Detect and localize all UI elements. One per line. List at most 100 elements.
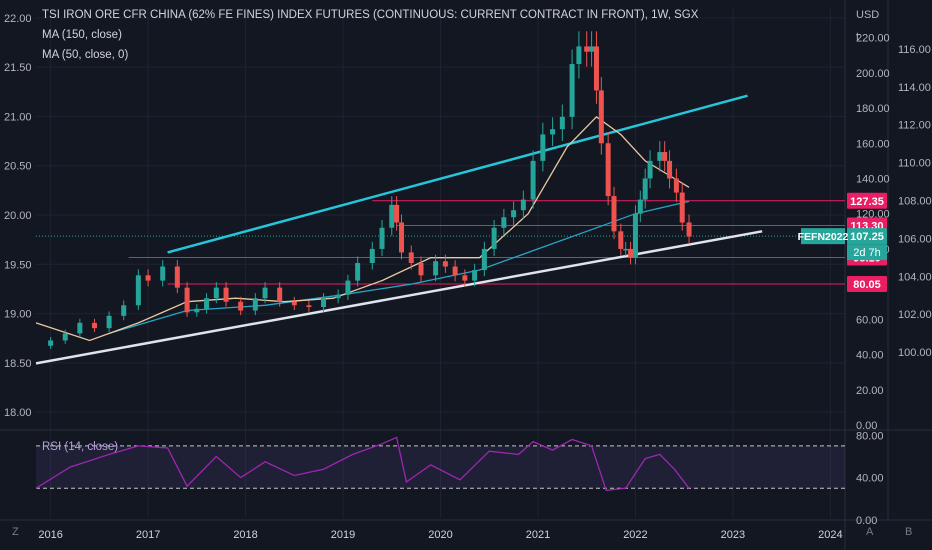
candle-body <box>598 90 604 144</box>
right-tick-112.00: 112.00 <box>898 120 931 132</box>
right-tick-108.00: 108.00 <box>898 196 932 208</box>
candle-body <box>623 248 629 251</box>
left-tick-18.00: 18.00 <box>4 407 32 419</box>
b-button[interactable]: B <box>905 526 913 538</box>
candle-body <box>238 301 244 311</box>
countdown-bg <box>847 244 887 261</box>
candle-body <box>135 275 141 306</box>
candle-body <box>379 227 385 249</box>
trendline-0 <box>167 94 748 254</box>
candle-body <box>433 261 439 276</box>
candle-body <box>335 294 341 299</box>
candle-body <box>642 178 648 200</box>
candle-body <box>569 64 575 117</box>
price-tick-20.00: 20.00 <box>856 385 884 397</box>
year-label-2024: 2024 <box>818 529 842 541</box>
year-label-2020: 2020 <box>428 529 452 541</box>
candle-body <box>637 199 643 214</box>
candle-body <box>628 248 634 258</box>
candle-body <box>394 204 400 223</box>
rsi-pane <box>35 436 845 492</box>
year-label-2017: 2017 <box>136 529 160 541</box>
price-label-bg-127.35 <box>847 192 887 209</box>
currency-label: USD <box>856 9 879 21</box>
candle-body <box>48 340 54 346</box>
candle-body <box>584 46 590 52</box>
candle-body <box>511 210 517 218</box>
candle-body <box>291 301 297 306</box>
left-tick-22.00: 22.00 <box>4 13 32 25</box>
trendlines <box>35 94 763 365</box>
candles <box>48 31 692 349</box>
candle-body <box>632 213 638 258</box>
candle-body <box>673 178 679 193</box>
right-tick-106.00: 106.00 <box>898 233 932 245</box>
price-label-bg-107.25 <box>847 228 887 245</box>
candle-body <box>160 266 166 281</box>
candle-body <box>667 160 673 179</box>
right-tick-104.00: 104.00 <box>898 271 932 283</box>
year-label-2023: 2023 <box>721 529 745 541</box>
candle-body <box>647 160 653 179</box>
left-tick-20.00: 20.00 <box>4 210 32 222</box>
left-tick-19.50: 19.50 <box>4 259 32 271</box>
price-label-bg-80.05 <box>847 276 887 293</box>
year-label-2022: 2022 <box>623 529 647 541</box>
candle-body <box>106 315 112 329</box>
price-label-127.35: 127.35 <box>850 196 884 208</box>
symbol-tag: FEFN2022 <box>798 231 849 243</box>
ma50-line <box>35 115 690 342</box>
rsi-line <box>35 436 690 492</box>
year-label-2018: 2018 <box>233 529 257 541</box>
axes: 22.00 21.50 21.00 20.50 20.00 19.50 19.00 18.50… <box>4 9 932 541</box>
candle-body <box>174 266 180 288</box>
rsi-legend[interactable]: RSI (14, close) <box>42 441 119 453</box>
price-tick-40.00: 40.00 <box>856 350 884 362</box>
candle-body <box>559 116 565 130</box>
candle-body <box>462 275 468 281</box>
candle-body <box>204 298 210 309</box>
ma50-legend[interactable]: MA (50, close, 0) <box>42 49 129 61</box>
candle-body <box>77 322 83 334</box>
rsi-tick-40.00: 40.00 <box>856 473 884 485</box>
candle-body <box>408 252 414 263</box>
candle-body <box>355 263 361 281</box>
right-tick-102.00: 102.00 <box>898 309 932 321</box>
candle-body <box>481 248 487 271</box>
price-label-107.25: 107.25 <box>850 231 884 243</box>
candle-body <box>662 152 668 161</box>
candle-body <box>452 266 458 276</box>
price-tick-180.00: 180.00 <box>856 103 890 115</box>
candle-body <box>306 305 312 308</box>
price-tick-60.00: 60.00 <box>856 314 884 326</box>
candle-body <box>576 46 582 65</box>
ma150-legend[interactable]: MA (150, close) <box>42 29 122 41</box>
candle-body <box>418 263 424 276</box>
candle-body <box>194 308 200 313</box>
candle-body <box>550 129 556 135</box>
candle-body <box>605 143 611 197</box>
rsi-tick-0.00: 0.00 <box>856 515 877 527</box>
candle-body <box>520 199 526 211</box>
year-label-2016: 2016 <box>38 529 62 541</box>
right-tick-110.00: 110.00 <box>898 158 931 170</box>
candle-body <box>62 333 68 341</box>
year-label-2021: 2021 <box>526 529 550 541</box>
z-label[interactable]: Z <box>12 526 19 538</box>
candle-body <box>442 261 448 267</box>
candle-body <box>262 287 268 299</box>
auto-scale-button[interactable]: A <box>866 526 874 538</box>
candle-body <box>213 287 219 299</box>
candle-body <box>121 305 127 316</box>
price-tick-160.00: 160.00 <box>856 138 890 150</box>
chart-title: TSI IRON ORE CFR CHINA (62% FE FINES) IN… <box>42 9 699 21</box>
left-tick-21.00: 21.00 <box>4 111 32 123</box>
price-tick-220.00: 220.00 <box>856 33 890 45</box>
candle-body <box>679 192 685 223</box>
price-label-80.05: 80.05 <box>853 279 881 291</box>
candle-body <box>277 287 283 302</box>
year-label-2019: 2019 <box>331 529 355 541</box>
